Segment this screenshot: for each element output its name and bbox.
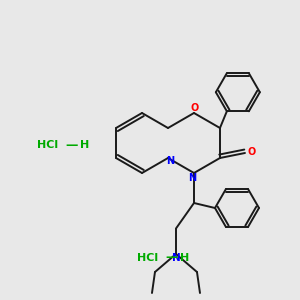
Text: HCl: HCl: [137, 253, 159, 263]
Text: H: H: [80, 140, 90, 150]
Text: —: —: [66, 139, 78, 152]
Text: H: H: [180, 253, 190, 263]
Text: N: N: [166, 156, 174, 166]
Text: O: O: [248, 147, 256, 157]
Text: N: N: [188, 173, 196, 183]
Text: HCl: HCl: [38, 140, 58, 150]
Text: —: —: [166, 251, 178, 265]
Text: O: O: [191, 103, 199, 113]
Text: N: N: [172, 253, 180, 263]
